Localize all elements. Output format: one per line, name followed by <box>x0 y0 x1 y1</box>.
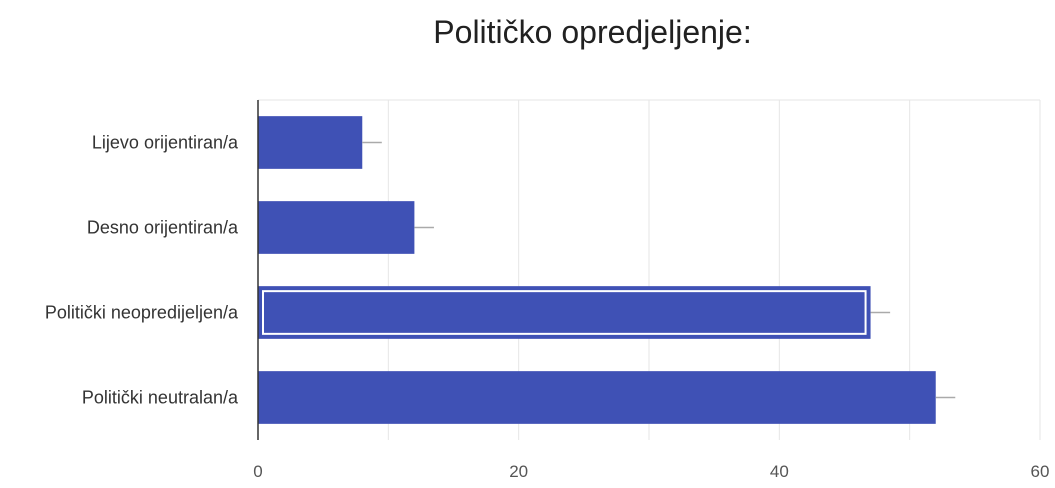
bar-1 <box>258 116 363 169</box>
bar-3 <box>258 286 871 339</box>
bar-4 <box>258 371 936 424</box>
category-label: Politički neutralan/a <box>82 388 239 408</box>
category-label: Lijevo orijentiran/a <box>92 133 239 153</box>
category-label: Desno orijentiran/a <box>87 218 239 238</box>
bar-2 <box>258 201 415 254</box>
x-tick-label: 40 <box>770 462 789 481</box>
chart-title: Političko opredjeljenje: <box>433 14 752 50</box>
x-tick-label: 0 <box>253 462 262 481</box>
category-label: Politički neopredijeljen/a <box>45 303 239 323</box>
x-tick-label: 20 <box>509 462 528 481</box>
x-tick-label: 60 <box>1031 462 1050 481</box>
bar-highlight-outline <box>262 290 867 335</box>
